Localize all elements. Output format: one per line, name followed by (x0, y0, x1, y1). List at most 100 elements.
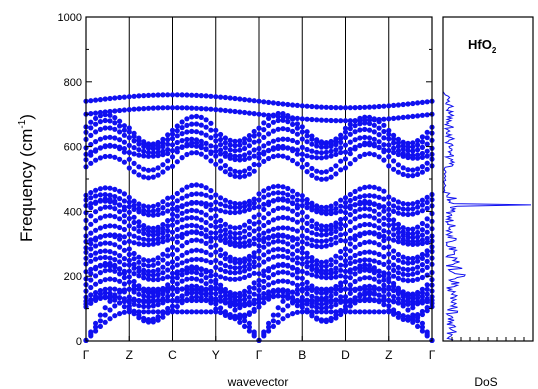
dispersion-point (218, 131, 224, 138)
dispersion-point (415, 142, 421, 148)
dispersion-point (309, 133, 315, 139)
dispersion-point (165, 195, 171, 201)
dispersion-point (242, 228, 248, 234)
dispersion-point (386, 259, 392, 265)
dispersion-point (419, 154, 425, 160)
dispersion-point (121, 132, 127, 138)
dispersion-point (121, 94, 127, 100)
dispersion-point (193, 266, 200, 272)
dispersion-point (395, 257, 401, 263)
dispersion-point (160, 310, 166, 316)
dispersion-point (294, 161, 300, 167)
dispersion-point (338, 237, 344, 244)
dispersion-point (150, 277, 156, 283)
dispersion-point (242, 292, 248, 298)
dispersion-point (266, 199, 272, 205)
dispersion-point (318, 305, 325, 311)
dispersion-point (275, 312, 281, 318)
dispersion-point (136, 106, 142, 112)
dispersion-point (266, 294, 272, 300)
dispersion-point (395, 115, 401, 121)
dispersion-point (136, 147, 142, 153)
dispersion-point (237, 157, 243, 163)
dispersion-point (218, 309, 224, 316)
dispersion-point (424, 135, 430, 141)
dispersion-point (112, 257, 118, 263)
dispersion-point (208, 143, 214, 149)
dispersion-point (338, 311, 344, 318)
dispersion-point (155, 271, 161, 278)
dispersion-point (386, 212, 392, 218)
dispersion-point (338, 203, 344, 209)
material-label-subscript: 2 (492, 46, 497, 55)
dispersion-point (136, 164, 142, 170)
dispersion-point (150, 208, 156, 214)
dispersion-point (117, 107, 123, 114)
dispersion-point (189, 266, 195, 272)
dispersion-point (294, 260, 300, 266)
dispersion-point (208, 294, 214, 300)
dispersion-point (150, 167, 156, 173)
dispersion-point (400, 259, 406, 265)
dispersion-point (155, 314, 161, 320)
dispersion-point (131, 261, 137, 267)
dispersion-point (232, 235, 238, 241)
dispersion-point (299, 116, 305, 122)
dispersion-point (405, 152, 411, 158)
dispersion-point (117, 253, 123, 259)
dispersion-point (410, 235, 416, 241)
dispersion-point (391, 102, 397, 108)
dispersion-point (117, 295, 123, 301)
dispersion-point (107, 125, 113, 131)
dispersion-point (294, 202, 300, 208)
dispersion-point (275, 183, 281, 189)
dispersion-point (208, 268, 214, 275)
dispersion-point (117, 137, 123, 143)
dispersion-point (174, 303, 180, 310)
dispersion-point (299, 157, 305, 163)
dispersion-point (318, 139, 325, 145)
dispersion-point (208, 259, 214, 265)
dispersion-point (280, 278, 286, 284)
dispersion-point (126, 303, 132, 309)
dispersion-point (347, 286, 353, 292)
dos-ticks (451, 337, 525, 341)
dispersion-point (386, 206, 392, 212)
dispersion-point (251, 153, 257, 159)
dispersion-point (376, 279, 382, 285)
dispersion-point (395, 162, 401, 168)
dispersion-point (280, 293, 286, 299)
dispersion-point (203, 106, 209, 112)
dispersion-point (366, 249, 373, 255)
dispersion-point (338, 132, 344, 138)
dispersion-point (256, 162, 262, 168)
dispersion-point (102, 144, 108, 150)
dispersion-point (112, 250, 118, 256)
x-axis-label: wavevector (227, 375, 289, 389)
dispersion-point (290, 188, 296, 194)
dispersion-point (237, 96, 243, 102)
dispersion-point (203, 292, 209, 298)
dispersion-point (328, 174, 334, 180)
dispersion-point (304, 250, 310, 256)
dispersion-point (227, 264, 233, 270)
dispersion-point (405, 267, 411, 273)
dispersion-point (309, 293, 315, 299)
dispersion-point (280, 239, 286, 245)
dispersion-point (102, 262, 108, 269)
dispersion-point (208, 278, 214, 284)
dispersion-point (141, 223, 147, 229)
dispersion-point (371, 258, 377, 264)
dispersion-point (232, 108, 238, 115)
dispersion-point (328, 242, 334, 248)
dispersion-point (160, 296, 166, 302)
dispersion-point (261, 134, 267, 140)
dispersion-point (242, 240, 248, 246)
dispersion-point (338, 267, 344, 273)
dispersion-point (179, 119, 185, 125)
dispersion-point (107, 213, 113, 219)
dispersion-point (246, 299, 252, 305)
dispersion-point (169, 136, 176, 142)
dos-axis-label: DoS (474, 375, 497, 389)
dispersion-point (203, 309, 209, 315)
